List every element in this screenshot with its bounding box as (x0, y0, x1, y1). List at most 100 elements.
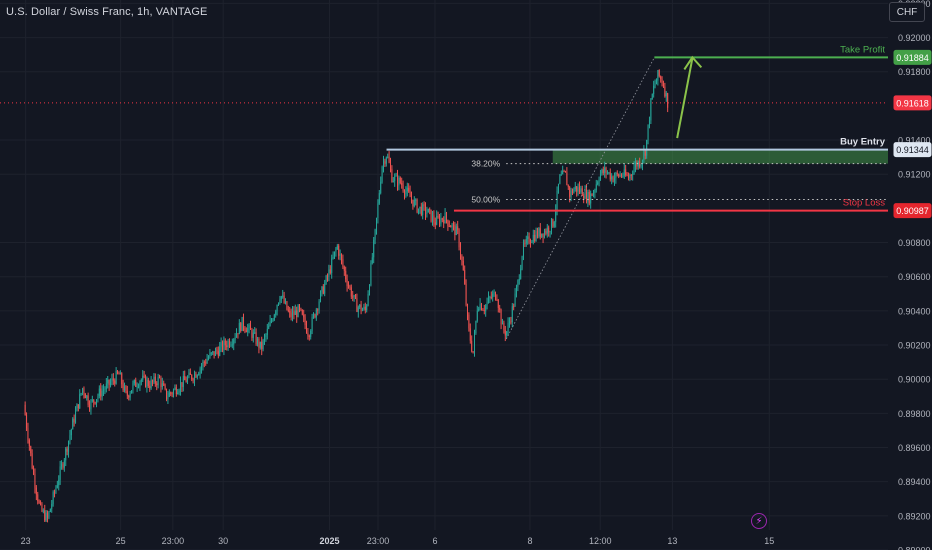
candle-body (61, 464, 63, 467)
candle-body (129, 393, 131, 398)
candle-body (178, 390, 180, 393)
candle-body (87, 395, 89, 405)
candle-body (665, 93, 667, 97)
candle-body (465, 284, 467, 305)
candle-body (542, 233, 544, 238)
candle-body (605, 167, 607, 173)
candle-body (282, 295, 284, 297)
candle-body (311, 317, 313, 332)
candle-body (532, 234, 534, 242)
candle-body (615, 173, 617, 178)
candle-body (147, 379, 149, 387)
candle-body (126, 391, 128, 396)
candle-body (313, 314, 315, 318)
candle-body (77, 404, 79, 409)
candle-body (339, 254, 341, 256)
candle-body (251, 329, 253, 338)
candle-body (529, 242, 531, 244)
candle-body (31, 453, 33, 469)
candle-body (620, 174, 622, 176)
candle-body (515, 286, 517, 294)
candle-body (464, 270, 466, 285)
annotations: 38.20% 50.00% Take Profit Buy Entry Stop Los… (0, 44, 888, 340)
candle-body (83, 388, 85, 394)
candle-body (452, 224, 454, 226)
time-tick-label: 30 (218, 536, 228, 546)
candle-body (343, 266, 345, 271)
candle-body (324, 283, 326, 294)
price-tick-label: 0.91200 (898, 170, 931, 180)
candle-body (571, 190, 573, 194)
candle-body (139, 381, 141, 387)
candle-body (245, 330, 247, 333)
candle-body (566, 172, 568, 186)
candle-body (402, 185, 404, 191)
candle-body (269, 320, 271, 326)
candle-body (485, 305, 487, 312)
candle-body (458, 229, 460, 248)
candle-body (163, 383, 165, 386)
candle-body (598, 179, 600, 183)
candle-body (445, 212, 447, 220)
candle-body (398, 177, 400, 186)
candle-body (564, 171, 566, 173)
candle-body (639, 161, 641, 167)
candle-body (42, 510, 44, 512)
candle-body (97, 395, 99, 400)
candle-body (320, 291, 322, 302)
candle-body (373, 239, 375, 258)
candle-body (454, 224, 456, 236)
candle-body (173, 389, 175, 394)
candle-body (175, 387, 177, 395)
candle-body (121, 373, 123, 385)
price-axis[interactable]: 0.922000.920000.918000.914000.912000.908… (893, 0, 932, 550)
candle-body (416, 199, 418, 213)
lightning-bolt-icon[interactable]: ⚡ (751, 513, 767, 529)
candle-body (392, 181, 394, 183)
entry-zone-rect (552, 149, 888, 164)
candle-body (660, 76, 662, 79)
last-price-badge (893, 95, 932, 111)
candle-body (549, 231, 551, 233)
candle-body (125, 386, 127, 392)
candle-body (378, 193, 380, 204)
candle-body (322, 286, 324, 294)
candle-body (335, 249, 337, 252)
time-axis[interactable]: 23 25 23:00 30 2025 23:00 6 8 12:00 13 15 (21, 536, 775, 546)
candle-body (161, 383, 163, 388)
candle-body (240, 323, 242, 331)
candle-body (107, 379, 109, 384)
candle-body (297, 305, 299, 318)
candle-body (510, 321, 512, 323)
candle-body (658, 70, 660, 77)
candle-body (662, 83, 664, 87)
currency-button[interactable]: CHF (889, 2, 925, 22)
time-tick-label: 23:00 (367, 536, 390, 546)
candle-body (381, 166, 383, 182)
candle-body (469, 328, 471, 341)
candle-body (364, 306, 366, 311)
candle-body (450, 226, 452, 228)
candle-body (496, 299, 498, 301)
candle-body (520, 268, 522, 279)
time-tick-label: 23:00 (162, 536, 185, 546)
candle-body (360, 304, 362, 311)
candle-body (332, 256, 334, 259)
candle-body (555, 209, 557, 222)
candle-body (89, 404, 91, 410)
candle-body (503, 322, 505, 331)
candle-body (293, 311, 295, 315)
candle-body (140, 379, 142, 382)
candle-body (587, 192, 589, 202)
candle-body (317, 309, 319, 311)
candle-body (567, 185, 569, 187)
candle-body (475, 321, 477, 334)
candle-body (133, 380, 135, 384)
grid (0, 0, 888, 550)
candle-body (112, 378, 114, 381)
fib-level-label: 38.20% (471, 159, 500, 169)
candle-body (583, 196, 585, 199)
candle-body (247, 328, 249, 333)
